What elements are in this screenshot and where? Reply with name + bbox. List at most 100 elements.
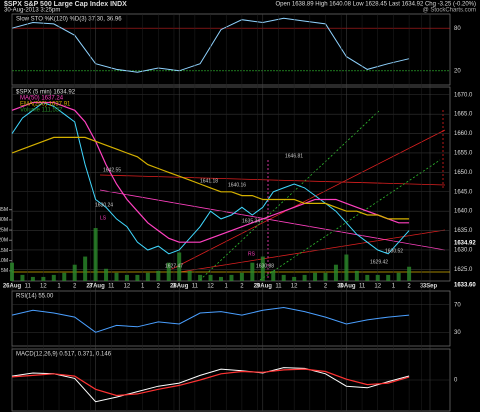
volume-bar: [187, 270, 192, 281]
x-tick-label: 28Aug: [170, 284, 189, 290]
volume-bar: [208, 274, 213, 281]
panel-title: Slow STO %K(120) %D(3) 37.30, 36.96: [16, 17, 122, 23]
series-line: [11, 367, 410, 403]
y-tick-label: 1630.0: [454, 248, 473, 254]
last-value-label: 1633.60: [454, 283, 476, 289]
volume-bar: [177, 252, 182, 281]
volume-bar: [292, 276, 297, 281]
x-tick-label: 12: [40, 284, 47, 290]
annotation: 1630.52: [385, 248, 403, 254]
volume-bar: [156, 270, 161, 281]
volume-bar: [124, 274, 129, 281]
x-tick-label: 11: [359, 284, 366, 290]
volume-bar: [354, 270, 359, 281]
y-tick-label: 30: [454, 330, 461, 336]
timestamp: 30-Aug-2013 3:25pm: [4, 8, 60, 14]
x-tick-label: 11: [25, 284, 32, 290]
annotation: 1630.88: [256, 263, 274, 269]
x-tick-label: 2: [73, 284, 77, 290]
panel-title: RSI(14) 55.00: [16, 294, 54, 300]
x-tick-label: 2: [407, 284, 411, 290]
volume-bar: [135, 274, 140, 281]
volume-bar: [145, 272, 150, 281]
y-tick-label: 80: [454, 26, 461, 32]
volume-tick-label: 25M: [0, 227, 8, 233]
volume-bar: [396, 272, 401, 281]
volume-bar: [407, 266, 412, 281]
quote: Open 1638.89 High 1640.08 Low 1628.45 La…: [276, 2, 476, 8]
x-tick-label: 11: [192, 284, 199, 290]
x-tick-label: 1: [57, 284, 61, 290]
volume-bar: [313, 272, 318, 281]
volume-bar: [239, 272, 244, 281]
volume-bar: [271, 270, 276, 281]
volume-bar: [114, 272, 119, 281]
annotation: LS: [100, 215, 107, 221]
annotation: 1627.47: [165, 263, 183, 269]
x-tick-label: 3: [340, 284, 344, 290]
y-tick-label: 1645.0: [454, 189, 473, 195]
volume-tick-label: 20M: [0, 238, 8, 244]
annotation: 1640.16: [228, 182, 246, 188]
x-tick-label: 3: [420, 284, 424, 290]
panel-title: MACD(12,26,9) 0.517, 0.371, 0.146: [16, 352, 112, 358]
x-tick-label: 12: [374, 284, 381, 290]
volume-bar: [41, 276, 46, 281]
x-tick-label: 1: [225, 284, 229, 290]
volume-bar: [344, 254, 349, 281]
y-tick-label: 1635.0: [454, 228, 473, 234]
volume-bar: [20, 274, 25, 281]
volume-bar: [83, 256, 88, 281]
y-tick-label: 1640.0: [454, 209, 473, 215]
trendlines: [12, 109, 450, 281]
volume-bar: [166, 262, 171, 281]
x-tick-label: 3: [89, 284, 93, 290]
legend-entry: EMA(200) 1637.91: [20, 102, 71, 108]
volume-bar: [219, 276, 223, 281]
x-tick-label: 27Aug: [86, 284, 105, 290]
annotation: 1646.81: [285, 153, 303, 159]
volume-bar: [281, 274, 286, 281]
x-tick-label: 1: [308, 284, 312, 290]
legend-entry: MA(50) 1637.24: [20, 96, 64, 102]
x-tick-label: 12: [207, 284, 214, 290]
x-tick-label: 3: [256, 284, 260, 290]
volume-bar: [104, 268, 109, 281]
symbol: $SPX S&P 500 Large Cap Index INDX: [4, 1, 127, 8]
annotation: 1630.24: [95, 202, 113, 208]
annotation: 1635.34: [242, 218, 260, 224]
volume-tick-label: 10M: [0, 258, 8, 264]
x-tick-label: 12: [291, 284, 298, 290]
volume-bar: [260, 256, 265, 281]
volume-bar: [30, 276, 35, 281]
series-line: [11, 368, 410, 397]
legend-entry: Volume 111,537: [20, 108, 63, 114]
volume-tick-label: 15M: [0, 248, 8, 254]
annotation: 1629.42: [370, 259, 388, 265]
source: @ StockCharts.com: [423, 8, 476, 14]
annotation: 1641.18: [200, 178, 218, 184]
volume-tick-label: 35M: [0, 207, 8, 213]
x-tick-label: 26Aug: [3, 284, 22, 290]
x-tick-label: 2: [157, 284, 161, 290]
volume-bar: [93, 228, 98, 281]
x-tick-label: 1: [141, 284, 145, 290]
volume-bar: [229, 274, 234, 281]
x-tick-label: 30Aug: [337, 284, 356, 290]
x-tick-label: 2: [324, 284, 328, 290]
y-tick-label: 1625.0: [454, 267, 473, 273]
series-line: [11, 306, 410, 333]
annotation: 1642.55: [103, 167, 121, 173]
x-tick-label: 1: [392, 284, 396, 290]
series-line: [11, 101, 410, 243]
y-tick-label: 70: [454, 302, 461, 308]
y-tick-label: 1650.0: [454, 170, 473, 176]
volume-bar: [375, 274, 380, 281]
y-tick-label: 1665.0: [454, 112, 473, 118]
volume-tick-label: 5M: [1, 268, 8, 274]
volume-bar: [302, 274, 307, 281]
y-tick-label: 1670.0: [454, 92, 473, 98]
volume-bar: [386, 274, 391, 281]
